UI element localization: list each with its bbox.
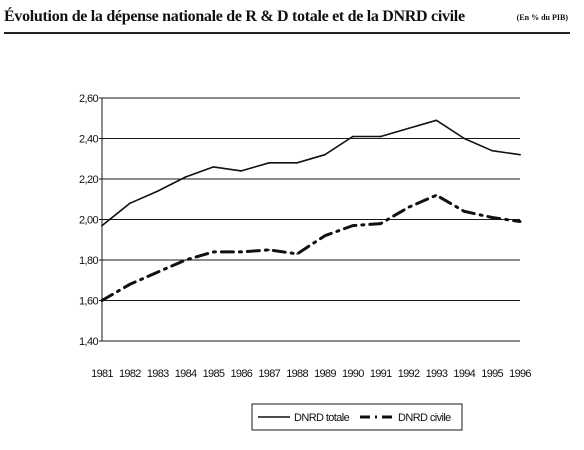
x-tick-label: 1991 xyxy=(370,368,392,380)
legend: DNRD totale DNRD civile xyxy=(251,403,463,431)
series-line-dnrd-civile xyxy=(100,193,522,302)
x-tick-label: 1992 xyxy=(398,368,420,380)
x-tick-label: 1986 xyxy=(230,368,252,380)
series-line-dnrd-totale xyxy=(101,119,521,227)
data-point xyxy=(435,119,438,122)
data-point xyxy=(519,220,521,223)
data-point xyxy=(352,135,354,138)
y-tick-label: 1,40 xyxy=(79,336,98,348)
data-point xyxy=(407,206,410,209)
data-point xyxy=(435,194,438,196)
x-tick-label: 1995 xyxy=(481,368,503,380)
title-rule xyxy=(4,32,570,34)
data-point xyxy=(156,271,159,273)
data-point xyxy=(240,170,243,172)
data-point xyxy=(212,251,215,253)
x-tick-label: 1985 xyxy=(203,368,225,380)
data-point xyxy=(352,224,354,227)
chart-header: Évolution de la dépense nationale de R &… xyxy=(4,8,576,34)
data-point xyxy=(296,253,298,255)
legend-label-dnrd-civile: DNRD civile xyxy=(398,412,451,424)
data-point xyxy=(519,153,521,156)
x-tick-label: 1987 xyxy=(258,368,280,380)
data-point xyxy=(240,251,243,253)
data-point xyxy=(463,137,466,140)
data-point xyxy=(268,162,271,164)
data-point xyxy=(212,166,215,168)
x-tick-label: 1981 xyxy=(91,368,113,380)
data-point xyxy=(296,162,298,164)
y-tick-label: 1,80 xyxy=(79,255,98,267)
x-tick-label: 1988 xyxy=(286,368,308,380)
chart-title: Évolution de la dépense nationale de R &… xyxy=(4,8,465,25)
x-tick-label: 1984 xyxy=(175,368,197,380)
x-tick-label: 1993 xyxy=(426,368,448,380)
data-point xyxy=(156,190,159,192)
x-tick-label: 1994 xyxy=(453,368,475,380)
data-point xyxy=(129,283,131,286)
y-tick-label: 2,40 xyxy=(79,134,98,146)
data-point xyxy=(129,202,131,205)
x-tick-label: 1983 xyxy=(147,368,169,380)
y-tick-label: 1,60 xyxy=(79,296,98,308)
data-point xyxy=(101,224,103,227)
data-point xyxy=(491,149,493,152)
data-point xyxy=(268,249,271,251)
data-point xyxy=(324,234,326,237)
legend-label-dnrd-totale: DNRD totale xyxy=(294,412,350,424)
data-point xyxy=(379,135,382,138)
y-tick-label: 2,20 xyxy=(79,174,98,186)
data-point xyxy=(379,222,382,225)
x-tick-label: 1990 xyxy=(342,368,364,380)
y-tick-label: 2,60 xyxy=(79,93,98,105)
data-point xyxy=(407,127,410,130)
data-point xyxy=(184,259,187,261)
x-tick-label: 1996 xyxy=(509,368,531,380)
x-tick-label: 1982 xyxy=(119,368,141,380)
data-point xyxy=(324,153,326,156)
unit-note: (En % du PIB) xyxy=(516,13,568,22)
x-tick-label: 1989 xyxy=(314,368,336,380)
data-point xyxy=(184,176,187,178)
y-tick-label: 2,00 xyxy=(79,215,98,227)
data-point xyxy=(463,210,466,213)
data-point xyxy=(101,299,103,302)
data-point xyxy=(491,216,493,219)
